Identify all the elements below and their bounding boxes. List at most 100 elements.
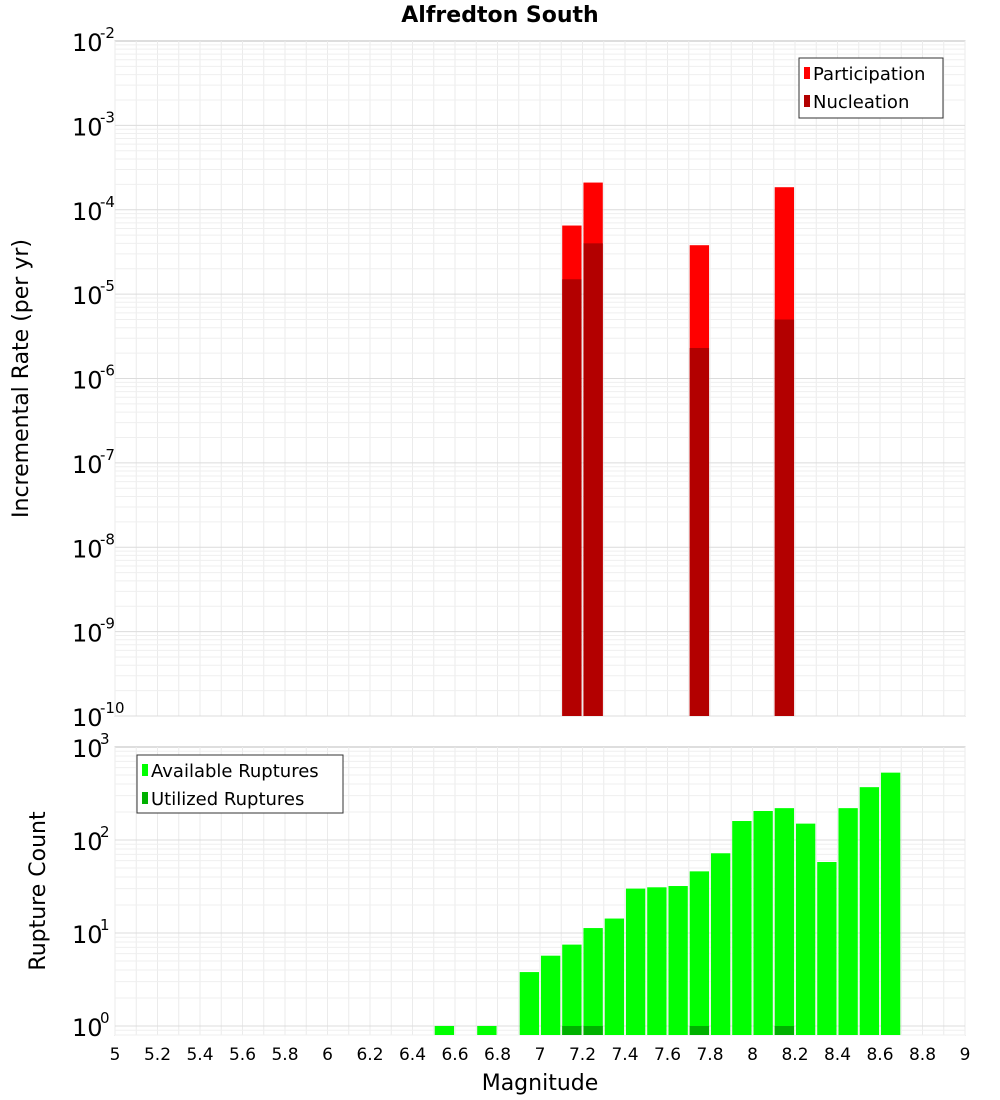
utilized-ruptures-bar [562, 1025, 582, 1035]
available-ruptures-bar [477, 1025, 497, 1035]
y-tick-exponent: -3 [100, 108, 115, 126]
y-tick-base: 10 [72, 198, 103, 226]
available-ruptures-bar [540, 955, 561, 1035]
x-tick-label: 5.4 [186, 1045, 213, 1065]
y-tick-exponent: -7 [100, 446, 115, 464]
y-tick-exponent: -8 [100, 530, 115, 548]
y-tick-exponent: -6 [100, 362, 115, 380]
y-tick-base: 10 [72, 367, 103, 395]
x-tick-label: 8.4 [824, 1045, 851, 1065]
x-tick-label: 7.2 [569, 1045, 596, 1065]
y-tick-label: 100 [72, 1009, 110, 1042]
available-ruptures-bar [434, 1025, 455, 1035]
available-ruptures-bar [774, 808, 795, 1035]
x-tick-label: 6.8 [484, 1045, 511, 1065]
available-ruptures-bar [647, 887, 667, 1035]
available-ruptures-bar [625, 888, 646, 1035]
x-tick-label: 7.6 [654, 1045, 681, 1065]
x-tick-label: 5.8 [271, 1045, 298, 1065]
x-tick-label: 6.6 [441, 1045, 468, 1065]
y-tick-label: 10-9 [72, 615, 115, 648]
x-tick-label: 6.2 [356, 1045, 383, 1065]
nucleation-bar [689, 347, 710, 716]
legend-box [798, 57, 944, 119]
utilized-ruptures-bar [774, 1025, 795, 1035]
y-tick-base: 10 [72, 535, 103, 563]
y-tick-label: 10-10 [72, 699, 125, 732]
utilized-ruptures-bar [583, 1025, 603, 1035]
y-tick-base: 10 [72, 921, 103, 949]
chart-title: Alfredton South [401, 3, 598, 28]
y-tick-exponent: -10 [100, 699, 125, 717]
x-tick-label: 8 [747, 1045, 758, 1065]
available-ruptures-bar [689, 871, 710, 1035]
y-tick-exponent: 3 [100, 730, 110, 748]
available-ruptures-bar [838, 808, 858, 1035]
y-tick-label: 10-2 [72, 24, 115, 57]
available-ruptures-bar [604, 918, 625, 1035]
x-tick-label: 6.4 [399, 1045, 426, 1065]
legend-swatch [142, 792, 148, 804]
y-tick-base: 10 [72, 29, 103, 57]
y-tick-base: 10 [72, 620, 103, 648]
y-tick-label: 10-4 [72, 193, 115, 226]
y-tick-exponent: 2 [100, 823, 110, 841]
top-y-axis-label: Incremental Rate (per yr) [9, 239, 34, 518]
x-ticks: 5 5.2 5.4 5.6 5.8 6 6.2 6.4 6.6 6.8 7 7.2 7.4 7.6 7.8 8… [110, 1045, 971, 1065]
top-grid [114, 41, 966, 717]
bottom-grid [114, 747, 966, 1036]
legend-swatch [804, 95, 810, 107]
x-tick-label: 8.6 [866, 1045, 893, 1065]
y-tick-label: 10-5 [72, 277, 115, 310]
legend-entry: Nucleation [813, 92, 909, 113]
available-ruptures-bar [859, 787, 880, 1035]
x-tick-label: 7 [535, 1045, 546, 1065]
x-tick-label: 5.2 [144, 1045, 171, 1065]
y-tick-base: 10 [72, 1014, 103, 1042]
y-tick-label: 10-6 [72, 362, 115, 395]
y-tick-label: 10-7 [72, 446, 115, 479]
utilized-ruptures-bar [689, 1025, 710, 1035]
y-tick-label: 10-3 [72, 108, 115, 141]
legend-swatch [804, 67, 810, 79]
y-tick-base: 10 [72, 451, 103, 479]
nucleation-bar [774, 319, 795, 716]
y-tick-base: 10 [72, 113, 103, 141]
y-tick-base: 10 [72, 735, 103, 763]
x-tick-label: 7.8 [696, 1045, 723, 1065]
legend-entry: Participation [813, 64, 925, 85]
nucleation-bar [583, 243, 603, 717]
y-tick-exponent: -9 [100, 615, 115, 633]
legend-swatch [142, 764, 148, 776]
x-tick-label: 5 [110, 1045, 121, 1065]
y-tick-exponent: 0 [100, 1009, 110, 1027]
nucleation-bar [562, 279, 582, 716]
y-tick-exponent: -2 [100, 24, 115, 42]
x-tick-label: 6 [322, 1045, 333, 1065]
y-tick-base: 10 [72, 704, 103, 732]
y-tick-base: 10 [72, 282, 103, 310]
available-ruptures-bar [880, 772, 901, 1035]
y-tick-base: 10 [72, 828, 103, 856]
available-ruptures-bar [795, 823, 816, 1035]
legend-entry: Available Ruptures [151, 761, 319, 782]
y-tick-exponent: -5 [100, 277, 115, 295]
top-bars [562, 182, 795, 717]
bottom-legend: Available Ruptures Utilized Ruptures [136, 754, 344, 814]
legend-entry: Utilized Ruptures [151, 789, 304, 810]
available-ruptures-bar [817, 861, 837, 1035]
x-tick-label: 7.4 [611, 1045, 638, 1065]
y-tick-label: 102 [72, 823, 110, 856]
available-ruptures-bar [668, 886, 688, 1035]
x-tick-label: 8.2 [781, 1045, 808, 1065]
available-ruptures-bar [753, 811, 773, 1035]
available-ruptures-bar [583, 928, 603, 1035]
bottom-bars [434, 772, 901, 1035]
y-tick-label: 10-8 [72, 530, 115, 563]
available-ruptures-bar [710, 853, 731, 1035]
